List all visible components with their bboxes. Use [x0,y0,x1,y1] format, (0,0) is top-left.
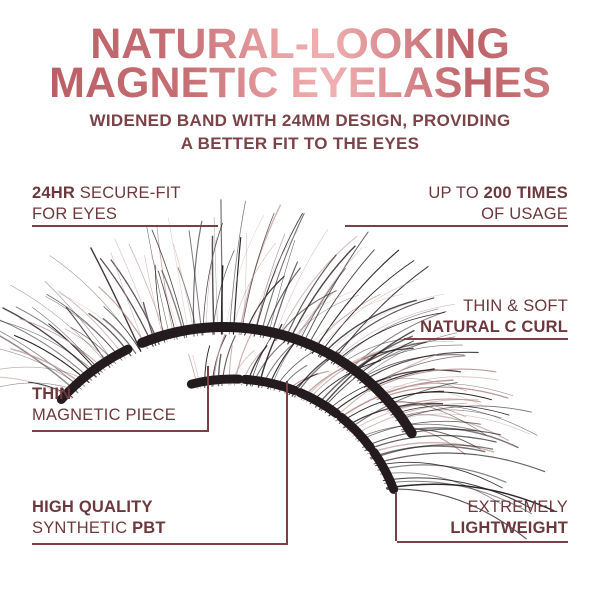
callout-synthetic-pbt-line2: SYNTHETIC PBT [32,518,288,539]
callout-synthetic-pbt-bold2: PBT [132,519,166,537]
callout-secure-fit-line2: FOR EYES [32,205,118,223]
callout-usage-bold: 200 TIMES [483,184,568,202]
callout-synthetic-pbt-line1: HIGH QUALITY [32,497,288,518]
subtitle-line-2: A BETTER FIT TO THE EYES [180,134,420,153]
callout-natural-curl-line1: THIN & SOFT [463,297,568,315]
callout-lightweight: EXTREMELY LIGHTWEIGHT [397,497,568,543]
callout-lightweight-line1: EXTREMELY [467,498,568,516]
callout-lightweight-bold: LIGHTWEIGHT [450,519,568,537]
callout-secure-fit-line1: 24HR SECURE-FIT [32,183,218,204]
callout-magnetic-piece-line1: THIN [32,384,209,405]
callout-magnetic-piece: THIN MAGNETIC PIECE [32,384,209,432]
callout-synthetic-pbt: HIGH QUALITY SYNTHETIC PBT [32,497,288,545]
callout-synthetic-pbt-pre: SYNTHETIC [32,519,133,537]
callout-usage-line2: OF USAGE [481,205,568,223]
connector-line-synthetic-pbt [286,381,288,543]
callout-natural-curl-line2: NATURAL C CURL [404,317,568,338]
callout-lightweight-line2: LIGHTWEIGHT [397,518,568,539]
callout-magnetic-piece-bold: THIN [32,385,72,403]
callout-natural-curl-bold: NATURAL C CURL [420,318,568,336]
connector-line-magnetic-piece [207,366,209,430]
callout-usage-pre: UP TO [428,184,484,202]
callout-magnetic-piece-line2: MAGNETIC PIECE [32,406,176,424]
connector-line-lightweight [395,492,397,541]
callout-usage-line1: UP TO 200 TIMES [345,183,568,204]
callout-natural-curl: THIN & SOFT NATURAL C CURL [404,296,568,340]
callout-synthetic-pbt-bold1: HIGH QUALITY [32,498,153,516]
subtitle: WIDENED BAND WITH 24MM DESIGN, PROVIDING… [0,109,600,155]
callout-secure-fit-bold: 24HR [32,184,75,202]
callout-secure-fit-rest: SECURE-FIT [75,184,181,202]
callout-usage: UP TO 200 TIMES OF USAGE [345,183,568,227]
subtitle-line-1: WIDENED BAND WITH 24MM DESIGN, PROVIDING [89,111,511,130]
callout-secure-fit: 24HR SECURE-FIT FOR EYES [32,183,218,227]
